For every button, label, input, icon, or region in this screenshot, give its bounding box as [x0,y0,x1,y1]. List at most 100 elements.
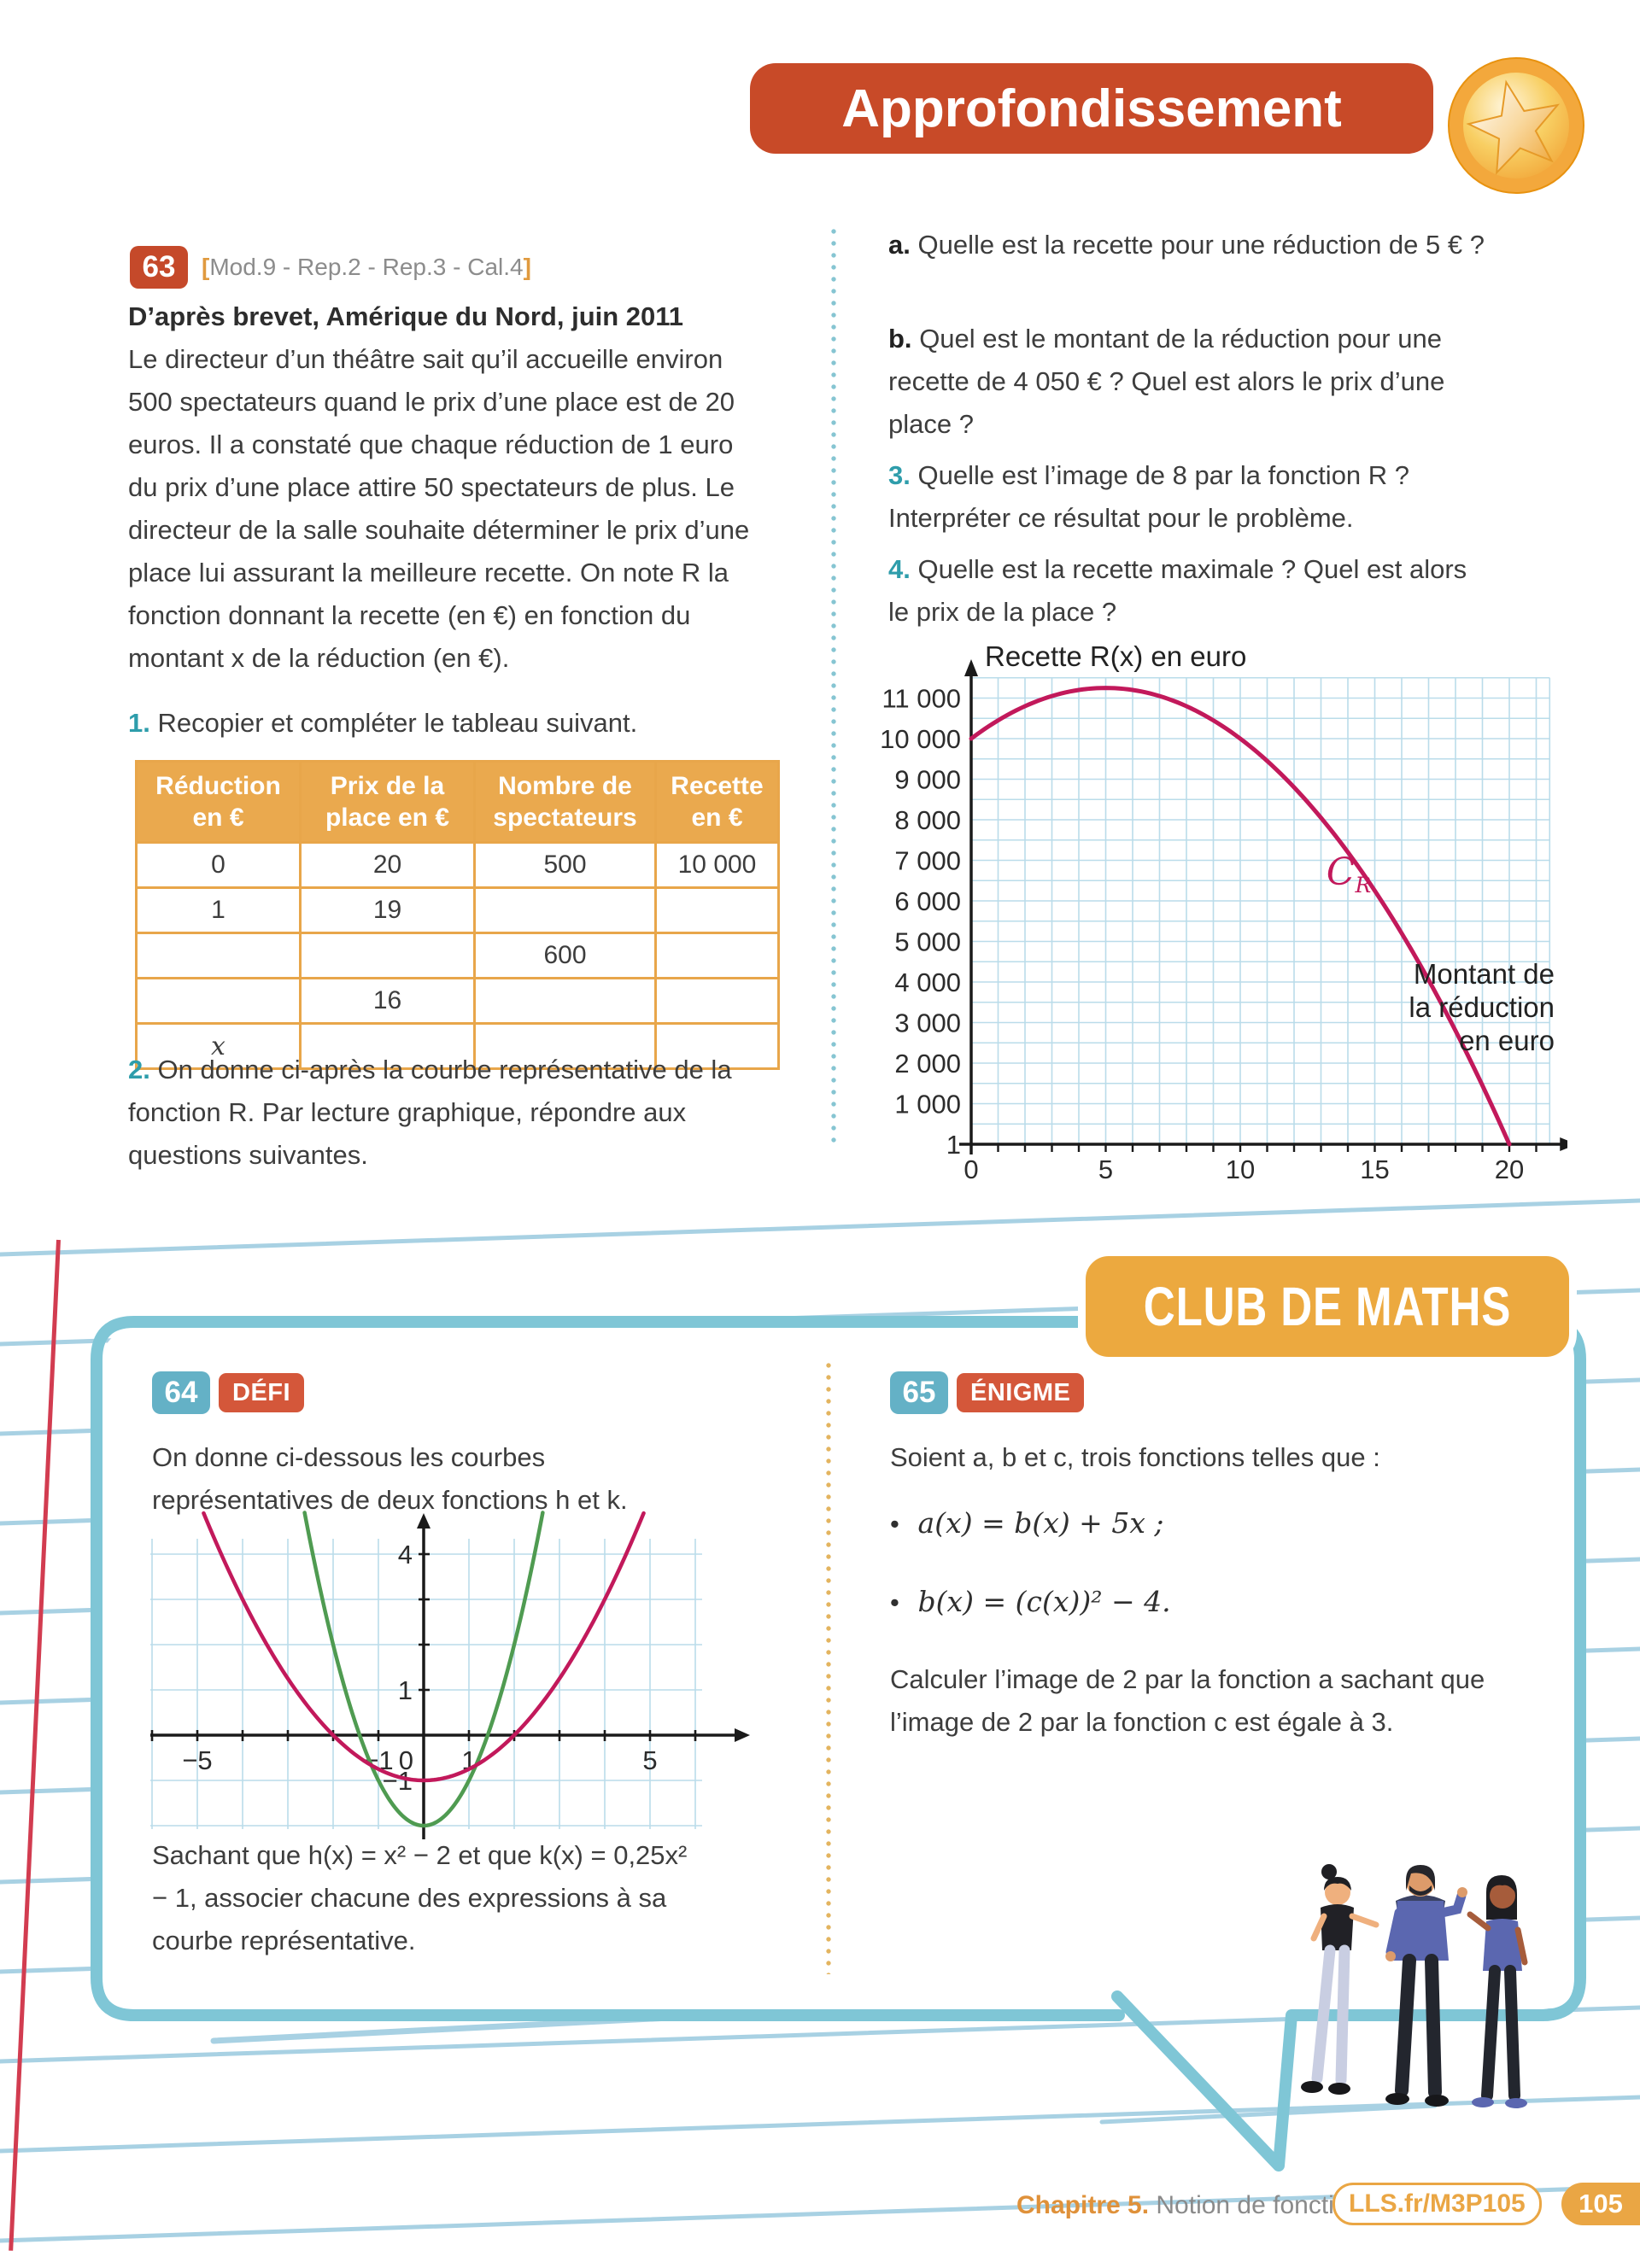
cell [135,977,302,1025]
question-2-marker: 2. [128,1055,150,1084]
cell [299,1022,476,1070]
table-header-row: Réduction en € Prix de la place en € Nom… [135,760,780,844]
tag-bracket-open: [ [202,254,210,280]
y-tick-label: 4 000 [894,967,961,997]
y-tick-label: 3 000 [894,1008,961,1038]
values-table: Réduction en € Prix de la place en € Nom… [135,760,780,1070]
y-tick-label: 11 000 [882,684,961,714]
breadcrumb: Chapitre 5. Notion de fonction [1016,2191,1362,2220]
exercise-65-outro: Calculer l’image de 2 par la fonction a … [890,1664,1485,1737]
cell: 600 [473,932,657,979]
recette-function-graph: 11 000 10 000 9 000 8 000 7 000 6 000 5 000 4 0… [880,640,1567,1184]
parabolas-graph: −5 −1 0 1 541−1 [150,1511,750,1839]
cell: 10 000 [654,841,780,889]
exercise-number-badge: 64 [152,1371,210,1414]
page-number: 105 [1578,2189,1623,2218]
club-banner: CLUB DE MATHS [1078,1248,1577,1365]
exercise-65-intro: Soient a, b et c, trois fonctions telles… [890,1442,1380,1472]
table-row: x [135,1022,780,1070]
avatar [1325,1879,1350,1905]
lls-link[interactable]: LLS.fr/M3P105 [1332,2183,1542,2225]
club-column-divider-dotted [826,1363,831,1974]
x-tick-label: 20 [1495,1154,1524,1184]
cell [654,1022,780,1070]
recette-curve [969,686,1512,1147]
y-tick-label: 4 [398,1540,413,1569]
cell [473,977,657,1025]
section-banner: Approfondissement [750,63,1433,154]
axis-title-y: Recette R(x) en euro [985,640,1246,672]
y-tick-label: 10 000 [880,724,961,754]
y-tick-label: 9 000 [894,765,961,795]
bullet-formula-1: • a(x) = b(x) + 5x ; [890,1506,1164,1540]
axis-title-x: la réduction [1409,991,1555,1023]
x-tick-label: 10 [1226,1154,1255,1184]
question-a-text: Quelle est la recette pour une réduction… [917,230,1485,260]
x-tick-label: 5 [1098,1154,1113,1184]
y-axis-arrow [964,659,978,676]
exercise-63-header: 63 [Mod.9 - Rep.2 - Rep.3 - Cal.4] [130,246,531,289]
tag-bracket-close: ] [523,254,531,280]
question-1-text: Recopier et compléter le tableau suivant… [157,708,638,738]
notebook-line [0,1198,1640,1257]
cell: 500 [473,841,657,889]
page-number-badge: 105 [1561,2183,1640,2225]
notebook-line [0,2095,1640,2154]
question-2: 2. On donne ci-après la courbe représent… [128,1049,777,1177]
exercise-number-badge: 65 [890,1371,948,1414]
exercise-64-header: 64 DÉFI [152,1371,305,1414]
lls-link-label: LLS.fr/M3P105 [1349,2189,1526,2218]
question-1: 1. Recopier et compléter le tableau suiv… [128,702,777,745]
bullet-formula-2: • b(x) = (c(x))² − 4. [890,1585,1171,1618]
notebook-line [1099,2103,1438,2125]
x-tick-label: 15 [1360,1154,1389,1184]
table-row: 16 [135,977,780,1025]
y-axis-arrow [417,1513,430,1529]
h-curve [302,1511,545,1828]
y-tick-label: 6 000 [894,886,961,916]
table-row: 0 20 500 10 000 [135,841,780,889]
y-tick-label: 1 [946,1130,961,1160]
cell [473,1022,657,1070]
question-2-text: On donne ci-après la courbe représentati… [128,1055,732,1170]
exercise-tags: [Mod.9 - Rep.2 - Rep.3 - Cal.4] [202,254,531,281]
enigme-tag: ÉNIGME [957,1373,1085,1412]
k-curve [202,1511,646,1783]
y-tick-label: 7 000 [894,846,961,876]
y-tick-label: 1 [398,1675,413,1705]
exercise-63-intro: Le directeur d’un théâtre sait qu’il acc… [128,344,750,673]
question-b: b. Quel est le montant de la réduction p… [888,318,1491,446]
formula-a: a(x) = b(x) + 5x ; [917,1506,1164,1540]
y-tick-label: 2 000 [894,1049,961,1078]
students-illustration [1301,1864,1528,2108]
curve-label: CR [1327,850,1372,897]
question-b-marker: b. [888,324,912,354]
question-4-marker: 4. [888,554,911,584]
exercise-64-intro: On donne ci-dessous les courbes représen… [152,1442,628,1515]
exercise-63-title: D’après brevet, Amérique du Nord, juin 2… [128,301,684,331]
column-divider-dotted [831,229,836,1149]
question-4-text: Quelle est la recette maximale ? Quel es… [888,554,1467,627]
x-axis-arrow [735,1728,750,1742]
exercise-65-header: 65 ÉNIGME [890,1371,1085,1414]
question-4: 4. Quelle est la recette maximale ? Quel… [888,548,1491,634]
col-header-spectateurs: Nombre de spectateurs [473,760,657,844]
x-axis-arrow [1560,1137,1567,1151]
chapter-label: Chapitre 5. [1016,2191,1150,2219]
x-tick-label: 0 [399,1745,413,1775]
cell: 0 [135,841,302,889]
question-3: 3. Quelle est l’image de 8 par la foncti… [888,454,1512,540]
defi-tag: DÉFI [219,1373,305,1412]
col-header-recette: Recette en € [654,760,780,844]
x-tick-label: 0 [964,1154,978,1184]
question-b-text: Quel est le montant de la réduction pour… [888,324,1445,439]
club-banner-label: CLUB DE MATHS [1143,1276,1512,1337]
question-1-marker: 1. [128,708,150,738]
y-tick-label: 5 000 [894,927,961,957]
exercise-64-outro: Sachant que h(x) = x² − 2 et que k(x) = … [152,1840,688,1955]
bullet-icon: • [890,1509,915,1539]
exercise-number-badge: 63 [130,246,188,289]
y-tick-label: 8 000 [894,805,961,835]
star-medal-icon [1448,57,1584,194]
